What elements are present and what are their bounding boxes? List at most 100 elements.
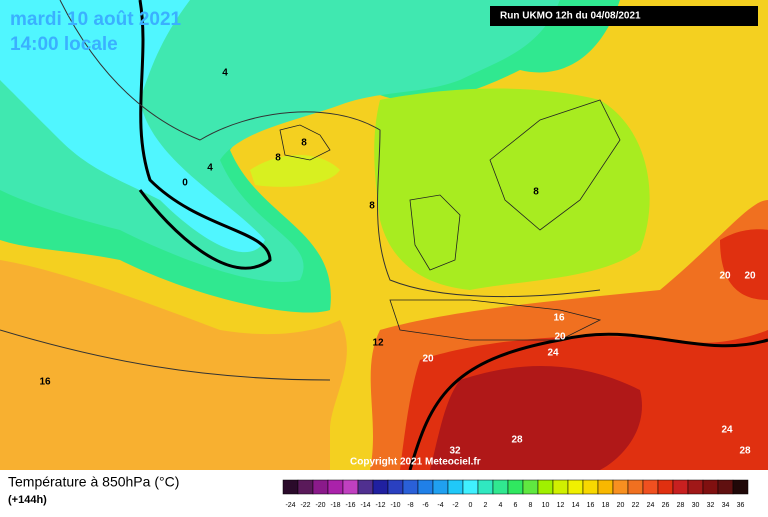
contour-label: 12 [372, 338, 384, 349]
scale-label: 0 [469, 502, 473, 509]
legend-title: Température à 850hPa (°C) [8, 474, 179, 490]
scale-label: -18 [330, 502, 340, 509]
scale-swatch [642, 479, 659, 495]
scale-label: 8 [529, 502, 533, 509]
scale-label: -20 [315, 502, 325, 509]
scale-swatch [702, 479, 719, 495]
map [0, 0, 768, 471]
contour-labels: 4 4 0 8 8 8 8 12 16 16 20 20 20 20 24 24… [39, 68, 756, 457]
scale-label: 16 [587, 502, 595, 509]
scale-swatch [282, 479, 299, 495]
contour-label: 16 [39, 377, 51, 388]
temperature-zone-east [720, 229, 768, 300]
scale-swatch [567, 479, 584, 495]
temperature-zone-8 [374, 88, 650, 290]
contour-thin [0, 0, 601, 381]
contour-label: 8 [533, 187, 539, 198]
run-info: Run UKMO 12h du 04/08/2021 [500, 11, 641, 22]
scale-swatch [717, 479, 734, 495]
copyright: Copyright 2021 Meteociel.fr [350, 457, 481, 468]
contour-label: 20 [554, 332, 566, 343]
contour-label: 24 [721, 425, 733, 436]
scale-label: -22 [300, 502, 310, 509]
temperature-zone-28 [430, 366, 642, 470]
scale-label: -6 [422, 502, 428, 509]
run-box [490, 6, 758, 26]
scale-label: 14 [572, 502, 580, 509]
scale-swatch [537, 479, 554, 495]
contour-label: 16 [553, 313, 565, 324]
scale-label: -16 [345, 502, 355, 509]
contour-label: 4 [207, 163, 213, 174]
scale-swatch [522, 479, 539, 495]
map-time: 14:00 locale [10, 34, 118, 55]
scale-swatch [462, 479, 479, 495]
scale-label: 20 [617, 502, 625, 509]
contour-label: 32 [449, 446, 461, 457]
scale-swatch [672, 479, 689, 495]
scale-swatch [357, 479, 374, 495]
scale-swatch [597, 479, 614, 495]
scale-label: 6 [514, 502, 518, 509]
scale-swatch [477, 479, 494, 495]
contour-label: 8 [275, 153, 281, 164]
scale-swatch [627, 479, 644, 495]
scale-swatch [432, 479, 449, 495]
scale-label: 32 [707, 502, 715, 509]
scale-swatch [387, 479, 404, 495]
scale-label: -14 [360, 502, 370, 509]
temperature-zone-8b [250, 155, 340, 187]
scale-swatch [372, 479, 389, 495]
scale-swatch [657, 479, 674, 495]
scale-label: 2 [484, 502, 488, 509]
scale-swatch [447, 479, 464, 495]
scale-label: 34 [722, 502, 730, 509]
scale-swatch [492, 479, 509, 495]
scale-label: 22 [632, 502, 640, 509]
contour-label: 20 [744, 271, 756, 282]
scale-swatch [297, 479, 314, 495]
scale-swatch [687, 479, 704, 495]
contour-label: 4 [222, 68, 228, 79]
contour-label: 28 [739, 446, 751, 457]
contour-label: 28 [511, 435, 523, 446]
scale-swatch [312, 479, 329, 495]
contour-label: 0 [182, 178, 188, 189]
contour-label: 8 [301, 138, 307, 149]
scale-label: -12 [375, 502, 385, 509]
scale-label: 30 [692, 502, 700, 509]
scale-label: -24 [285, 502, 295, 509]
map-date: mardi 10 août 2021 [10, 9, 182, 30]
scale-swatch [327, 479, 344, 495]
scale-label: -10 [390, 502, 400, 509]
scale-swatch [417, 479, 434, 495]
scale-label: 36 [737, 502, 745, 509]
color-scale: -24 -22 -20 -18 -16 -14 -12 -10 -8 -6 -4 -2 0 2 4 6 8 10 1… [282, 479, 749, 509]
scale-swatch [582, 479, 599, 495]
scale-label: 10 [542, 502, 550, 509]
contour-label: 20 [719, 271, 731, 282]
scale-label: 24 [647, 502, 655, 509]
scale-swatch [402, 479, 419, 495]
scale-swatch [612, 479, 629, 495]
scale-label: -2 [452, 502, 458, 509]
coastlines [279, 99, 621, 341]
scale-label: -8 [407, 502, 413, 509]
scale-swatch [507, 479, 524, 495]
scale-label: 12 [557, 502, 565, 509]
temperature-zone-0 [0, 0, 265, 253]
contour-label: 24 [547, 348, 559, 359]
scale-label: -4 [437, 502, 443, 509]
contour-label: 8 [369, 201, 375, 212]
scale-label: 4 [499, 502, 503, 509]
scale-swatch [732, 479, 749, 495]
scale-label: 28 [677, 502, 685, 509]
scale-label: 26 [662, 502, 670, 509]
temperature-zone-16 [0, 260, 347, 470]
scale-label: 18 [602, 502, 610, 509]
lead-time: (+144h) [8, 494, 47, 506]
contour-label: 20 [422, 354, 434, 365]
scale-swatch [342, 479, 359, 495]
scale-swatch [552, 479, 569, 495]
